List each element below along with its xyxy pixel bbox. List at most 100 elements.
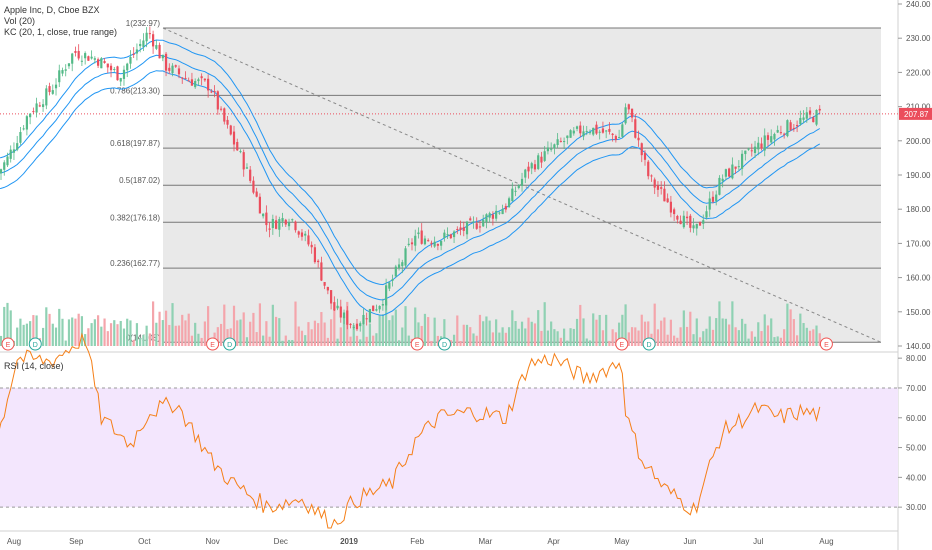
candle-body [543,151,546,161]
candle-body [737,166,740,168]
candle-body [537,155,540,169]
candle-body [281,218,284,222]
volume-bar [342,316,346,346]
time-tick-label: Jul [753,537,763,546]
volume-bar [507,327,511,346]
volume-bar [783,329,786,346]
volume-bar [401,327,404,346]
volume-bar [799,313,802,346]
volume-bar [164,310,168,346]
volume-bar [307,322,310,346]
volume-bar [533,323,537,346]
volume-bar [724,318,728,346]
candle-body [556,139,559,145]
candle-body [488,213,491,218]
rsi-tick-label: 50.00 [906,444,927,453]
volume-bar [718,301,721,346]
candle-body [414,235,417,246]
candle-body [145,32,148,42]
candle-body [763,135,766,151]
earnings-marker[interactable] [1,337,15,351]
candle-body [287,222,291,227]
candle-body [808,110,812,115]
candle-body [54,84,58,89]
candle-body [410,242,414,245]
candle-body [818,108,821,111]
earnings-marker[interactable] [819,337,833,351]
volume-bar [161,320,164,346]
candle-body [588,132,592,134]
volume-bar [744,323,747,346]
earnings-marker[interactable] [206,337,220,351]
dividend-marker[interactable] [28,337,42,351]
dividend-marker[interactable] [223,337,237,351]
volume-bar [274,316,278,346]
volume-bar [689,311,692,346]
volume-bar [611,329,614,346]
candle-body [462,227,465,231]
candle-body [77,50,80,59]
volume-bar [789,309,792,346]
volume-bar [61,318,64,346]
candle-body [495,210,498,219]
candle-body [708,198,711,210]
candle-body [805,112,808,119]
candle-body [796,124,799,127]
candle-body [126,63,129,71]
rsi-tick-label: 40.00 [906,473,927,482]
volume-bar [553,329,556,346]
candle-body [572,130,575,134]
volume-bar [472,333,475,346]
volume-bar [391,315,394,346]
volume-bar [116,324,119,346]
candle-body [216,91,219,110]
candle-body [22,128,25,130]
candle-body [226,119,229,125]
candle-body [640,143,643,156]
dividend-marker[interactable] [642,337,656,351]
volume-bar [284,335,287,346]
candle-body [397,264,401,268]
candle-body [744,150,747,155]
time-tick-label: Aug [819,537,833,546]
candle-body [67,63,71,67]
candle-body [48,86,51,93]
candle-body [595,124,598,134]
candle-body [770,136,773,143]
price-tick-label: 230.00 [906,34,931,43]
volume-bar [93,319,96,346]
price-tick-label: 150.00 [906,308,931,317]
volume-bar [187,313,190,346]
volume-bar [106,331,109,346]
candle-body [527,166,530,172]
price-tag-box [899,107,932,120]
volume-bar [566,340,569,346]
time-tick-label: Mar [479,537,493,546]
candle-body [598,131,601,133]
earnings-marker[interactable] [615,337,629,351]
candle-body [650,175,653,177]
candle-body [401,262,404,267]
candle-body [132,53,135,55]
volume-bar [242,312,245,346]
volume-bar [32,315,35,346]
candle-body [449,234,452,239]
candle-body [585,131,588,133]
candle-body [100,58,103,69]
volume-bar [190,335,194,346]
candle-body [326,286,329,291]
candle-body [656,185,660,190]
volume-bar [300,330,304,346]
event-label: E [210,342,215,349]
volume-bar [19,318,22,346]
candle-body [148,33,151,35]
dividend-marker[interactable] [437,337,451,351]
candle-body [630,108,634,118]
volume-bar [226,329,229,346]
earnings-marker[interactable] [410,337,424,351]
candle-body [333,302,336,311]
price-tick-label: 240.00 [906,0,931,9]
volume-bar [614,332,617,346]
candle-body [407,243,410,246]
